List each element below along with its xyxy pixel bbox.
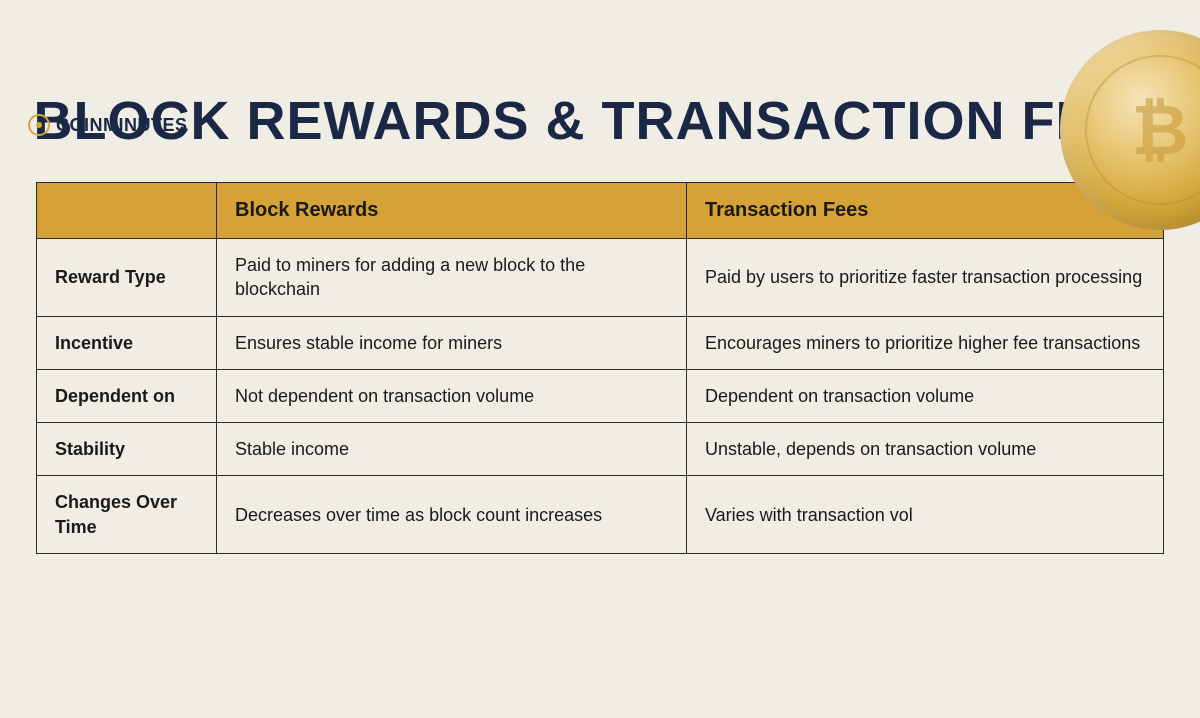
row-label: Stability [37, 423, 217, 476]
row-label: Reward Type [37, 239, 217, 317]
row-label: Incentive [37, 316, 217, 369]
row-cell: Not dependent on transaction volume [217, 369, 687, 422]
comparison-table: Block Rewards Transaction Fees Reward Ty… [36, 182, 1164, 554]
row-cell: Varies with transaction vol [687, 476, 1164, 554]
row-cell: Decreases over time as block count incre… [217, 476, 687, 554]
row-cell: Paid to miners for adding a new block to… [217, 239, 687, 317]
row-cell: Unstable, depends on transaction volume [687, 423, 1164, 476]
logo-suffix: MINUTES [103, 115, 188, 135]
comparison-table-container: Block Rewards Transaction Fees Reward Ty… [36, 182, 1164, 554]
row-cell: Ensures stable income for miners [217, 316, 687, 369]
table-header-row: Block Rewards Transaction Fees [37, 183, 1164, 239]
table-header-block-rewards: Block Rewards [217, 183, 687, 239]
logo-text: COINMINUTES [56, 115, 188, 136]
table-row: Reward Type Paid to miners for adding a … [37, 239, 1164, 317]
table-row: Dependent on Not dependent on transactio… [37, 369, 1164, 422]
row-label: Dependent on [37, 369, 217, 422]
table-header-empty [37, 183, 217, 239]
bitcoin-symbol: ₿ [1085, 55, 1200, 205]
brand-logo: COINMINUTES [28, 114, 188, 136]
table-row: Incentive Ensures stable income for mine… [37, 316, 1164, 369]
table-row: Changes Over Time Decreases over time as… [37, 476, 1164, 554]
row-cell: Dependent on transaction volume [687, 369, 1164, 422]
row-cell: Paid by users to prioritize faster trans… [687, 239, 1164, 317]
logo-icon [28, 114, 50, 136]
table-row: Stability Stable income Unstable, depend… [37, 423, 1164, 476]
row-cell: Stable income [217, 423, 687, 476]
logo-prefix: COIN [56, 115, 103, 135]
row-label: Changes Over Time [37, 476, 217, 554]
row-cell: Encourages miners to prioritize higher f… [687, 316, 1164, 369]
